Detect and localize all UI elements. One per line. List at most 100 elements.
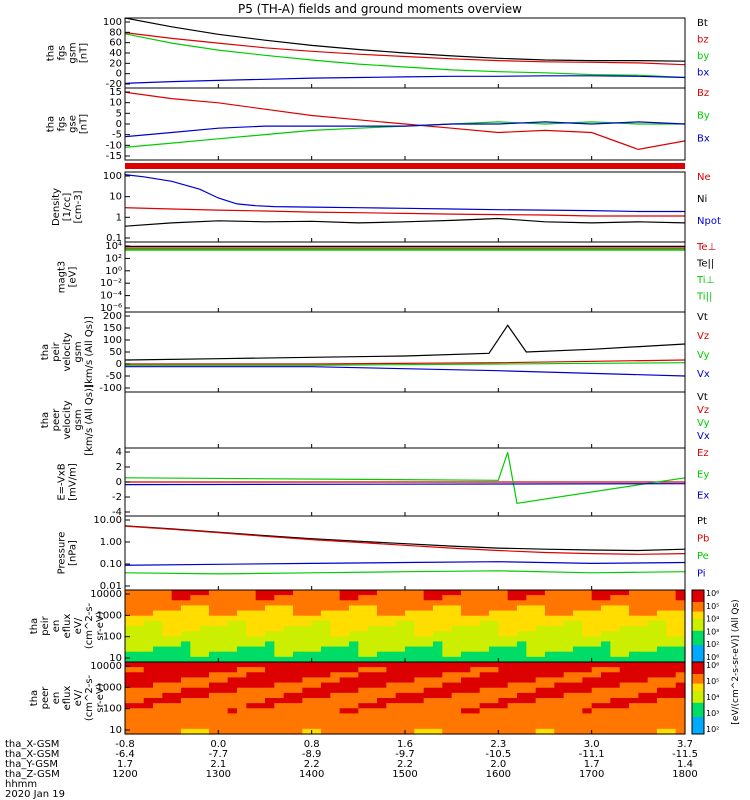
legend-Bt: Bt bbox=[697, 18, 708, 29]
heatmap-cell bbox=[134, 708, 145, 715]
heatmap-cell bbox=[265, 600, 275, 607]
heatmap-cell bbox=[209, 641, 219, 648]
series-line-Vt bbox=[124, 324, 686, 361]
heatmap-cell bbox=[330, 672, 341, 679]
heatmap-cell bbox=[209, 610, 219, 617]
heatmap-cell bbox=[265, 605, 275, 612]
heatmap-cell bbox=[293, 636, 303, 643]
heatmap-cell bbox=[125, 692, 135, 699]
heatmap-cell bbox=[545, 698, 555, 704]
heatmap-cell bbox=[265, 672, 275, 679]
heatmap-cell bbox=[470, 641, 481, 648]
heatmap-cell bbox=[638, 600, 649, 607]
y-tick-label: 50 bbox=[109, 347, 122, 358]
heatmap-cell bbox=[517, 656, 527, 663]
heatmap-cell bbox=[461, 605, 471, 612]
heatmap-cell bbox=[414, 713, 425, 720]
heatmap-cell bbox=[218, 667, 229, 673]
heatmap-cell bbox=[339, 728, 350, 735]
heatmap-cell bbox=[302, 610, 313, 617]
y-tick-label: -20 bbox=[106, 79, 122, 90]
heatmap-cell bbox=[190, 590, 201, 596]
heatmap-cell bbox=[619, 703, 630, 709]
heatmap-cell bbox=[629, 646, 639, 653]
heatmap-cell bbox=[190, 718, 201, 725]
heatmap-cell bbox=[433, 728, 443, 735]
heatmap-cell bbox=[479, 646, 490, 653]
heatmap-cell bbox=[330, 631, 341, 637]
heatmap-cell bbox=[227, 718, 238, 725]
heatmap-cell bbox=[498, 636, 509, 643]
heatmap-cell bbox=[405, 703, 415, 709]
heatmap-cell bbox=[321, 651, 331, 658]
heatmap-cell bbox=[237, 626, 247, 632]
heatmap-cell bbox=[321, 708, 331, 715]
heatmap-cell bbox=[629, 595, 639, 601]
heatmap-cell bbox=[573, 662, 583, 668]
series-line-Ex bbox=[124, 483, 686, 486]
heatmap-cell bbox=[647, 615, 658, 622]
heatmap-cell bbox=[125, 677, 135, 684]
heatmap-cell bbox=[227, 682, 238, 689]
y-axis-label: [1/cc] bbox=[62, 193, 73, 222]
colorbar-tick-label: 10⁶ bbox=[706, 653, 719, 662]
heatmap-cell bbox=[190, 672, 201, 679]
heatmap-cell bbox=[610, 723, 621, 730]
heatmap-cell bbox=[293, 590, 303, 596]
heatmap-cell bbox=[517, 682, 527, 689]
heatmap-cell bbox=[470, 713, 481, 720]
heatmap-cell bbox=[470, 687, 481, 694]
colorbar-tick-label: 10⁵ bbox=[706, 677, 719, 686]
heatmap-cell bbox=[414, 667, 425, 673]
heatmap-cell bbox=[190, 600, 201, 607]
heatmap-cell bbox=[181, 687, 191, 694]
heatmap-cell bbox=[582, 728, 593, 735]
heatmap-cell bbox=[545, 651, 555, 658]
heatmap-cell bbox=[442, 610, 453, 617]
heatmap-cell bbox=[274, 615, 285, 622]
heatmap-cell bbox=[349, 651, 359, 658]
heatmap-cell bbox=[143, 713, 154, 720]
heatmap-cell bbox=[507, 728, 518, 735]
heatmap-cell bbox=[657, 662, 667, 668]
heatmap-cell bbox=[227, 620, 238, 627]
heatmap-cell bbox=[321, 713, 331, 720]
time-axis-value: 1.4 bbox=[677, 759, 693, 770]
heatmap-cell bbox=[647, 713, 658, 720]
heatmap-cell bbox=[209, 646, 219, 653]
heatmap-cell bbox=[358, 662, 369, 668]
heatmap-cell bbox=[274, 651, 285, 658]
heatmap-cell bbox=[601, 672, 611, 679]
heatmap-cell bbox=[358, 703, 369, 709]
heatmap-cell bbox=[666, 615, 677, 622]
heatmap-cell bbox=[227, 641, 238, 648]
heatmap-cell bbox=[321, 692, 331, 699]
heatmap-cell bbox=[143, 631, 154, 637]
heatmap-cell bbox=[255, 708, 266, 715]
heatmap-cell bbox=[573, 718, 583, 725]
heatmap-cell bbox=[573, 626, 583, 632]
heatmap-cell bbox=[582, 610, 593, 617]
heatmap-cell bbox=[442, 615, 453, 622]
heatmap-cell bbox=[526, 646, 537, 653]
heatmap-cell bbox=[591, 620, 602, 627]
heatmap-cell bbox=[517, 600, 527, 607]
heatmap-cell bbox=[237, 610, 247, 617]
heatmap-cell bbox=[209, 718, 219, 725]
heatmap-cell bbox=[153, 615, 163, 622]
heatmap-cell bbox=[526, 687, 537, 694]
heatmap-cell bbox=[153, 723, 163, 730]
heatmap-cell bbox=[442, 590, 453, 596]
heatmap-cell bbox=[386, 636, 397, 643]
heatmap-cell bbox=[181, 595, 191, 601]
heatmap-cell bbox=[125, 662, 135, 668]
heatmap-cell bbox=[181, 718, 191, 725]
heatmap-cell bbox=[563, 692, 574, 699]
heatmap-cell bbox=[535, 626, 546, 632]
heatmap-cell bbox=[610, 728, 621, 735]
heatmap-cell bbox=[461, 677, 471, 684]
heatmap-cell bbox=[638, 698, 649, 704]
heatmap-cell bbox=[479, 677, 490, 684]
heatmap-cell bbox=[591, 698, 602, 704]
